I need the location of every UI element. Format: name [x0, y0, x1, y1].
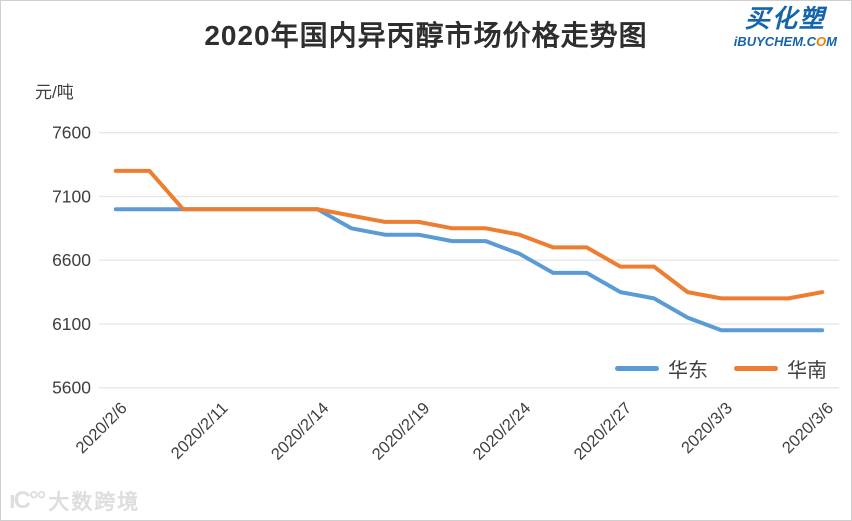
- logo-cn-text: 买化塑: [744, 5, 826, 33]
- legend-label-huanan: 华南: [787, 360, 827, 382]
- x-tick-label: 2020/2/11: [168, 399, 232, 463]
- legend-item-huadong: 华东: [615, 354, 708, 383]
- x-tick-label: 2020/3/6: [779, 399, 837, 457]
- logo-en-prefix: iBUYCHEM.C: [733, 34, 817, 49]
- legend-item-huanan: 华南: [734, 354, 827, 383]
- watermark: ıC°° 大数跨境: [9, 486, 140, 516]
- logo-en-text: iBUYCHEM.COM: [734, 35, 837, 48]
- y-tick-label: 7600: [52, 123, 91, 143]
- series-line-华南: [113, 168, 825, 301]
- huadong-line-swatch-icon: [615, 366, 659, 371]
- huanan-line-swatch-icon: [734, 366, 778, 371]
- y-tick-label: 6100: [52, 314, 91, 334]
- x-tick-label: 2020/3/3: [678, 399, 736, 457]
- legend-label-huadong: 华东: [668, 360, 708, 382]
- y-axis-unit-label: 元/吨: [35, 83, 74, 102]
- logo-gear-o-icon: O: [816, 34, 827, 49]
- x-tick-label: 2020/2/6: [72, 399, 130, 457]
- x-tick-label: 2020/2/24: [470, 399, 535, 464]
- x-tick-label: 2020/2/27: [571, 399, 636, 464]
- x-tick-label: 2020/2/14: [268, 399, 333, 464]
- ibuychem-logo: 买化塑 iBUYCHEM.COM: [734, 5, 837, 49]
- chart-legend: 华东 华南: [615, 354, 827, 383]
- logo-en-suffix: M: [826, 34, 837, 49]
- watermark-logo-icon: ıC°°: [9, 487, 46, 514]
- watermark-text: 大数跨境: [48, 491, 141, 514]
- x-tick-label: 2020/2/19: [369, 399, 434, 464]
- chart-title: 2020年国内异丙醇市场价格走势图: [204, 20, 648, 51]
- y-tick-label: 6600: [52, 250, 91, 270]
- y-tick-label: 7100: [52, 186, 91, 206]
- y-tick-label: 5600: [52, 378, 91, 398]
